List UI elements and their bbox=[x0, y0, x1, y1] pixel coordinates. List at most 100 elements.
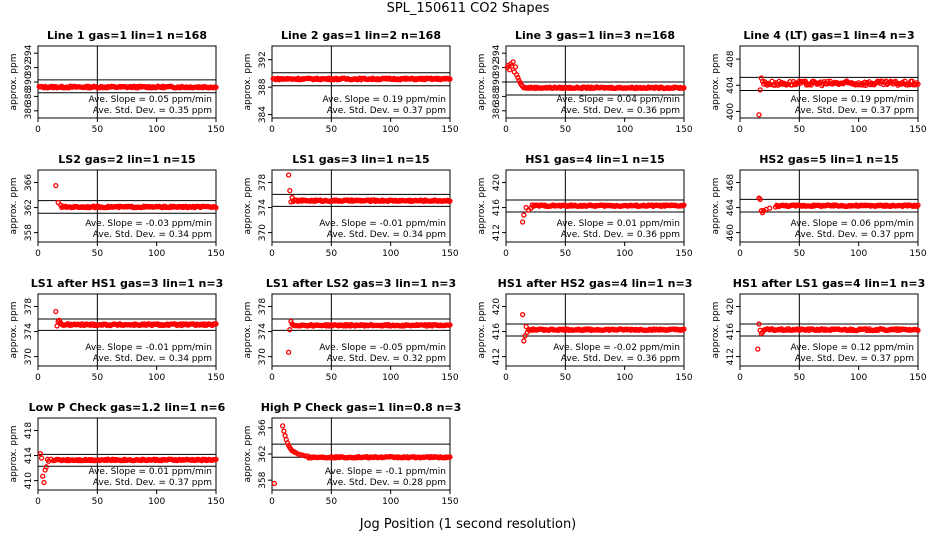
data-point bbox=[521, 212, 527, 218]
panel-8: HS2 gas=5 lin=1 n=15 460 464 468 approx. ppm… bbox=[711, 153, 927, 259]
x-tick-label: 0 bbox=[737, 373, 743, 383]
y-tick-label: 414 bbox=[24, 447, 34, 464]
data-point bbox=[447, 198, 453, 204]
x-tick-label: 100 bbox=[148, 249, 165, 259]
panel-title: HS1 after LS1 gas=4 lin=1 n=3 bbox=[733, 277, 926, 290]
std-annotation: Ave. Std. Dev. = 0.36 ppm bbox=[561, 106, 680, 116]
y-tick-label: 416 bbox=[726, 323, 736, 340]
slope-annotation: Ave. Slope = -0.02 ppm/min bbox=[553, 343, 680, 353]
slope-annotation: Ave. Slope = 0.05 ppm/min bbox=[88, 95, 212, 105]
data-point bbox=[280, 423, 286, 429]
x-tick-label: 0 bbox=[269, 497, 275, 507]
panel-title: HS1 gas=4 lin=1 n=15 bbox=[525, 153, 665, 166]
page-title: SPL_150611 CO2 Shapes bbox=[386, 1, 550, 16]
x-tick-label: 100 bbox=[382, 125, 399, 135]
slope-annotation: Ave. Slope = 0.06 ppm/min bbox=[790, 219, 914, 229]
panel-title: HS2 gas=5 lin=1 n=15 bbox=[759, 153, 899, 166]
panel-9: LS1 after HS1 gas=3 lin=1 n=3 370 374 378 ap… bbox=[9, 277, 225, 383]
y-tick-label: 386 bbox=[24, 102, 34, 119]
slope-annotation: Ave. Slope = -0.01 ppm/min bbox=[85, 343, 212, 353]
slope-annotation: Ave. Slope = -0.05 ppm/min bbox=[319, 343, 446, 353]
y-tick-label: 366 bbox=[258, 419, 268, 436]
x-tick-label: 100 bbox=[382, 373, 399, 383]
y-axis-label: approx. ppm bbox=[711, 54, 721, 111]
data-point bbox=[287, 188, 293, 194]
data-point bbox=[757, 87, 763, 93]
data-point bbox=[287, 327, 293, 333]
y-tick-label: 420 bbox=[492, 174, 502, 191]
data-point bbox=[37, 451, 44, 457]
y-tick-label: 378 bbox=[258, 174, 268, 191]
y-tick-label: 366 bbox=[24, 174, 34, 191]
x-tick-label: 150 bbox=[909, 125, 926, 135]
data-point bbox=[213, 321, 219, 327]
y-axis-label: approx. ppm bbox=[243, 54, 253, 111]
data-point bbox=[281, 428, 287, 434]
data-point bbox=[40, 473, 46, 479]
x-tick-label: 0 bbox=[503, 249, 509, 259]
data-point bbox=[300, 452, 306, 458]
y-axis-label: approx. ppm bbox=[243, 178, 253, 235]
slope-annotation: Ave. Slope = 0.19 ppm/min bbox=[790, 95, 914, 105]
x-tick-label: 100 bbox=[148, 497, 165, 507]
x-tick-label: 0 bbox=[503, 373, 509, 383]
panel-14: High P Check gas=1 lin=0.8 n=3 358 362 366 a… bbox=[243, 401, 461, 507]
x-tick-label: 150 bbox=[441, 249, 458, 259]
y-tick-label: 390 bbox=[492, 73, 502, 90]
x-tick-label: 150 bbox=[207, 249, 224, 259]
data-point bbox=[213, 84, 219, 90]
panel-4: Line 4 (LT) gas=1 lin=4 n=3 400 404 408 appr… bbox=[711, 29, 927, 135]
x-tick-label: 0 bbox=[35, 497, 41, 507]
panel-title: LS1 gas=3 lin=1 n=15 bbox=[292, 153, 429, 166]
data-point bbox=[285, 349, 292, 355]
y-tick-label: 358 bbox=[258, 471, 268, 488]
std-annotation: Ave. Std. Dev. = 0.37 ppm bbox=[327, 106, 446, 116]
y-tick-label: 388 bbox=[258, 78, 268, 95]
panel-7: HS1 gas=4 lin=1 n=15 412 416 420 approx. ppm… bbox=[477, 153, 693, 259]
x-tick-label: 150 bbox=[441, 373, 458, 383]
slope-annotation: Ave. Slope = 0.04 ppm/min bbox=[556, 95, 680, 105]
y-axis-label: approx. ppm bbox=[9, 302, 19, 359]
y-tick-label: 374 bbox=[258, 199, 268, 216]
x-tick-label: 0 bbox=[737, 125, 743, 135]
panel-title: Low P Check gas=1.2 lin=1 n=6 bbox=[29, 401, 226, 414]
x-tick-label: 50 bbox=[92, 125, 104, 135]
std-annotation: Ave. Std. Dev. = 0.32 ppm bbox=[327, 354, 446, 364]
data-point bbox=[521, 338, 527, 344]
data-point bbox=[681, 326, 687, 332]
x-tick-label: 150 bbox=[909, 249, 926, 259]
data-point bbox=[285, 172, 292, 178]
y-tick-label: 392 bbox=[492, 59, 502, 76]
x-tick-label: 150 bbox=[675, 249, 692, 259]
panel-title: Line 1 gas=1 lin=1 n=168 bbox=[47, 29, 207, 42]
y-tick-label: 392 bbox=[258, 51, 268, 68]
panel-title: LS1 after HS1 gas=3 lin=1 n=3 bbox=[31, 277, 224, 290]
x-tick-label: 0 bbox=[269, 125, 275, 135]
x-tick-label: 100 bbox=[148, 125, 165, 135]
x-tick-label: 50 bbox=[560, 125, 572, 135]
panel-title: High P Check gas=1 lin=0.8 n=3 bbox=[261, 401, 462, 414]
y-tick-label: 418 bbox=[24, 422, 34, 439]
x-tick-label: 50 bbox=[92, 373, 104, 383]
x-tick-label: 0 bbox=[269, 373, 275, 383]
x-tick-label: 50 bbox=[326, 497, 338, 507]
x-tick-label: 100 bbox=[850, 373, 867, 383]
y-tick-label: 412 bbox=[492, 348, 502, 365]
data-point bbox=[757, 196, 763, 203]
y-tick-label: 374 bbox=[258, 323, 268, 340]
y-tick-label: 362 bbox=[24, 199, 34, 216]
panel-title: LS1 after LS2 gas=3 lin=1 n=3 bbox=[266, 277, 456, 290]
std-annotation: Ave. Std. Dev. = 0.37 ppm bbox=[795, 230, 914, 240]
slope-annotation: Ave. Slope = -0.03 ppm/min bbox=[85, 219, 212, 229]
y-tick-label: 410 bbox=[24, 472, 34, 489]
data-point bbox=[447, 76, 453, 82]
panel-11: HS1 after HS2 gas=4 lin=1 n=3 412 416 420 ap… bbox=[477, 277, 693, 383]
x-tick-label: 150 bbox=[207, 497, 224, 507]
y-tick-label: 412 bbox=[492, 224, 502, 241]
x-tick-label: 100 bbox=[148, 373, 165, 383]
y-tick-label: 388 bbox=[24, 88, 34, 105]
data-point bbox=[54, 323, 60, 329]
y-tick-label: 404 bbox=[726, 76, 736, 93]
y-tick-label: 400 bbox=[726, 103, 736, 120]
